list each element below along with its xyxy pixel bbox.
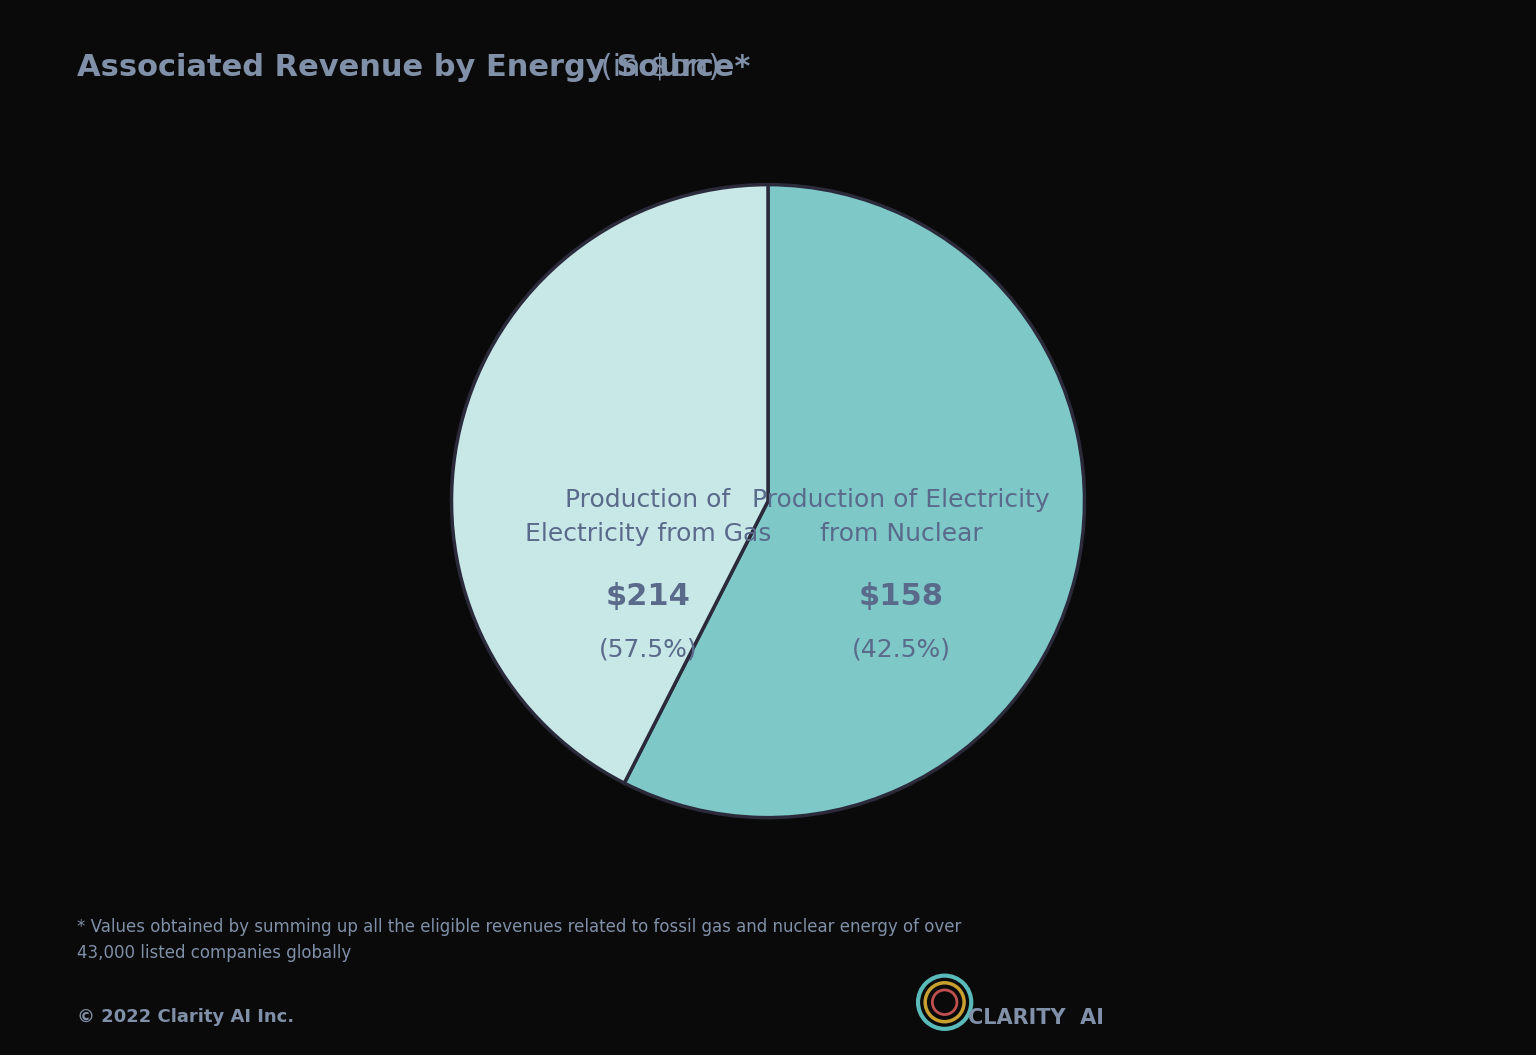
- Wedge shape: [452, 185, 768, 783]
- Text: © 2022 Clarity AI Inc.: © 2022 Clarity AI Inc.: [77, 1008, 293, 1025]
- Text: (in $bn): (in $bn): [591, 53, 720, 81]
- Text: $214: $214: [605, 581, 690, 611]
- Text: * Values obtained by summing up all the eligible revenues related to fossil gas : * Values obtained by summing up all the …: [77, 918, 962, 962]
- Text: CLARITY  AI: CLARITY AI: [968, 1008, 1103, 1028]
- Text: (57.5%): (57.5%): [599, 638, 697, 661]
- Text: Production of
Electricity from Gas: Production of Electricity from Gas: [524, 488, 771, 545]
- Wedge shape: [624, 185, 1084, 818]
- Text: Associated Revenue by Energy Source*: Associated Revenue by Energy Source*: [77, 53, 750, 81]
- Text: Production of Electricity
from Nuclear: Production of Electricity from Nuclear: [753, 488, 1049, 545]
- Text: (42.5%): (42.5%): [851, 638, 951, 661]
- Text: $158: $158: [859, 581, 943, 611]
